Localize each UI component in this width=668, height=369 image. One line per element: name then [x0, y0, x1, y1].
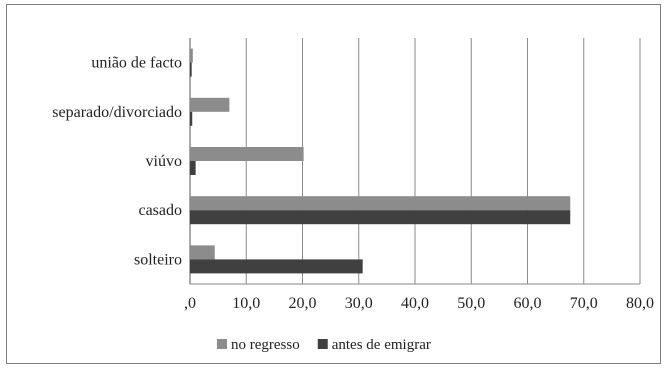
- category-label: casado: [138, 202, 182, 219]
- category-label: viúvo: [146, 153, 182, 170]
- x-tick-label: 50,0: [457, 295, 485, 312]
- bar-antes-de-emigrar: [190, 62, 192, 77]
- bar-antes-de-emigrar: [190, 259, 363, 274]
- x-tick-label: 80,0: [626, 295, 654, 312]
- bar-no-regresso: [190, 245, 215, 260]
- bar-antes-de-emigrar: [190, 161, 196, 175]
- category-label: separado/divorciado: [52, 104, 182, 121]
- bar-antes-de-emigrar: [190, 111, 193, 126]
- x-tick-label: 70,0: [570, 295, 598, 312]
- legend-swatch: [217, 339, 227, 349]
- category-label: união de facto: [91, 55, 182, 72]
- x-tick-label: 30,0: [345, 295, 373, 312]
- bar-no-regresso: [190, 147, 304, 161]
- x-tick-label: 40,0: [401, 295, 429, 312]
- bar-no-regresso: [190, 97, 230, 112]
- bar-no-regresso: [190, 196, 571, 211]
- x-tick-label: ,0: [184, 295, 196, 312]
- legend-label: no regresso: [231, 337, 300, 353]
- legend-swatch: [317, 339, 328, 349]
- bar-antes-de-emigrar: [190, 210, 571, 225]
- x-tick-label: 10,0: [232, 295, 260, 312]
- x-tick-label: 60,0: [514, 295, 542, 312]
- category-label: solteiro: [134, 251, 182, 268]
- bar-no-regresso: [190, 48, 193, 63]
- chart-frame: [6, 4, 661, 364]
- legend-label: antes de emigrar: [332, 337, 431, 353]
- x-tick-label: 20,0: [289, 295, 317, 312]
